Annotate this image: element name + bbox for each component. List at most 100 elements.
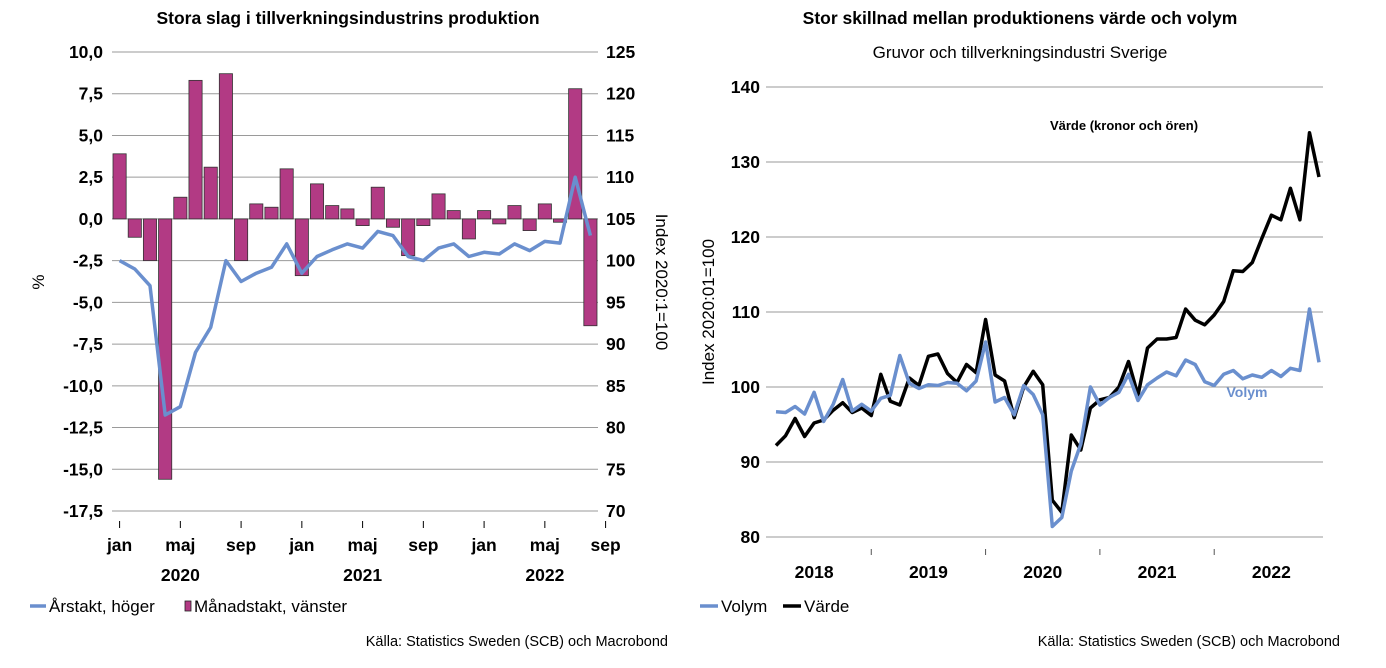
y-tick-label: 0,0 <box>79 209 104 229</box>
y-tick-label: 10,0 <box>69 42 103 62</box>
x-tick-label: 2020 <box>1023 562 1062 582</box>
bar <box>279 168 294 220</box>
bar <box>477 210 492 220</box>
left-x-tick-labels: jan maj sep jan maj sep jan maj sep <box>106 521 621 555</box>
bar <box>173 196 188 220</box>
bar <box>249 203 264 220</box>
right-y-tick-labels: 140 130 120 110 100 90 80 <box>731 77 760 547</box>
bar <box>310 183 325 220</box>
bar <box>522 218 537 231</box>
bar <box>583 218 598 327</box>
left-y-tick-labels: 10,0 7,5 5,0 2,5 0,0 -2,5 -5,0 -7,5 -10,0 -12,5 -1… <box>63 42 103 521</box>
right-x-tick-labels: 2018 2019 2020 2021 2022 <box>795 549 1291 582</box>
y-tick-label: 120 <box>731 227 760 247</box>
left-y2-axis-label: Index 2020:1=100 <box>652 214 671 351</box>
y-tick-label: 80 <box>741 527 761 547</box>
y-tick-label: -15,0 <box>63 459 103 479</box>
bar <box>203 166 218 220</box>
y2-tick-label: 90 <box>606 334 626 354</box>
bar <box>461 218 476 240</box>
right-chart-subtitle: Gruvor och tillverkningsindustri Sverige <box>873 43 1168 62</box>
legend-label-varde: Värde <box>804 597 849 616</box>
annotation-varde: Värde (kronor och ören) <box>1050 118 1198 133</box>
right-source-note: Källa: Statistics Sweden (SCB) och Macro… <box>1038 634 1340 650</box>
left-line-series <box>118 175 593 417</box>
y2-tick-label: 125 <box>606 42 635 62</box>
x-tick-label: 2019 <box>909 562 948 582</box>
x-tick-label: maj <box>348 535 378 555</box>
x-tick-label: sep <box>408 535 438 555</box>
bar <box>340 208 355 220</box>
x-tick-label: 2021 <box>1138 562 1177 582</box>
bar <box>416 218 431 226</box>
y-tick-label: 110 <box>732 302 760 322</box>
bar <box>431 193 446 220</box>
left-gridlines <box>112 51 598 512</box>
bar <box>127 218 142 238</box>
y2-tick-label: 70 <box>606 501 626 521</box>
y-tick-label: -2,5 <box>73 251 103 271</box>
bar <box>507 205 522 220</box>
bar <box>158 218 173 480</box>
left-bars <box>112 73 598 480</box>
bar <box>218 73 233 220</box>
legend-label-volym: Volym <box>721 597 767 616</box>
y2-tick-label: 80 <box>606 418 626 438</box>
legend-label-manadstakt: Månadstakt, vänster <box>194 597 347 616</box>
y-tick-label: 2,5 <box>79 167 104 187</box>
y2-tick-label: 75 <box>606 459 626 479</box>
left-legend: Årstakt, höger Månadstakt, vänster <box>30 597 347 616</box>
right-chart: Stor skillnad mellan produktionens värde… <box>699 8 1340 650</box>
x-tick-label: maj <box>530 535 560 555</box>
y-tick-label: -5,0 <box>73 292 103 312</box>
bar <box>188 79 203 220</box>
y-tick-label: 140 <box>731 77 760 97</box>
bar <box>142 218 157 262</box>
x-tick-label: sep <box>226 535 256 555</box>
y-tick-label: 100 <box>731 377 760 397</box>
y2-tick-label: 105 <box>606 209 635 229</box>
right-legend: Volym Värde <box>700 597 849 616</box>
x-tick-label: maj <box>165 535 195 555</box>
line-volym <box>775 307 1321 529</box>
right-line-series <box>774 130 1321 529</box>
y-tick-label: -12,5 <box>63 418 103 438</box>
year-label: 2021 <box>343 565 382 585</box>
left-source-note: Källa: Statistics Sweden (SCB) och Macro… <box>366 634 668 650</box>
left-y2-tick-labels: 125 120 115 110 105 100 95 90 85 80 75 70 <box>606 42 635 521</box>
bar <box>446 210 461 220</box>
bar <box>355 218 370 226</box>
x-tick-label: jan <box>470 535 496 555</box>
left-chart: Stora slag i tillverkningsindustrins pro… <box>29 8 671 650</box>
bar <box>492 218 507 225</box>
y2-tick-label: 100 <box>606 251 635 271</box>
y2-tick-label: 115 <box>606 125 634 145</box>
legend-bar-swatch <box>184 600 192 612</box>
y2-tick-label: 95 <box>606 292 626 312</box>
y-tick-label: -10,0 <box>63 376 103 396</box>
y2-tick-label: 110 <box>606 167 634 187</box>
annotation-volym: Volym <box>1227 384 1268 400</box>
y-tick-label: 130 <box>731 152 760 172</box>
x-tick-label: 2018 <box>795 562 834 582</box>
y-tick-label: 90 <box>741 452 761 472</box>
bar <box>294 218 309 277</box>
line-varde <box>774 130 1321 515</box>
bar <box>537 203 552 220</box>
bar <box>112 153 127 220</box>
x-tick-label: 2022 <box>1252 562 1291 582</box>
y2-tick-label: 85 <box>606 376 626 396</box>
left-y-axis-label: % <box>29 274 48 289</box>
right-y-axis-label: Index 2020:01=100 <box>699 239 718 385</box>
right-chart-title: Stor skillnad mellan produktionens värde… <box>803 8 1238 28</box>
y-tick-label: 5,0 <box>79 125 104 145</box>
legend-label-arstakt: Årstakt, höger <box>49 597 155 616</box>
bar <box>370 186 385 220</box>
line-arstakt <box>118 175 593 417</box>
bar <box>385 218 400 228</box>
y-tick-label: -7,5 <box>73 334 103 354</box>
bar <box>325 205 340 220</box>
y-tick-label: 7,5 <box>79 84 104 104</box>
bar <box>264 206 279 220</box>
